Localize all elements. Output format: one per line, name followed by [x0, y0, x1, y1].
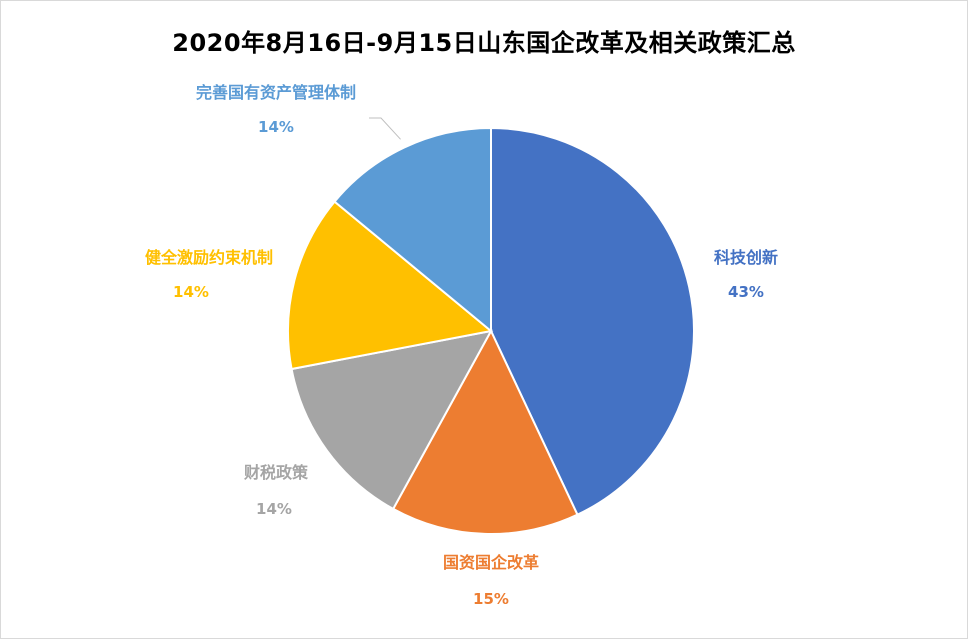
- leader-line: [369, 117, 401, 140]
- slice-percent-label: 14%: [173, 283, 209, 301]
- pie-slice-5: [333, 126, 492, 334]
- slice-percent-label: 14%: [256, 500, 292, 518]
- slice-name-label: 完善国有资产管理体制: [196, 83, 356, 102]
- pie-slice-3: [290, 329, 493, 511]
- slice-name-label: 科技创新: [714, 248, 778, 267]
- pie-slice-4: [287, 200, 494, 371]
- chart-title: 2020年8月16日-9月15日山东国企改革及相关政策汇总: [172, 29, 796, 57]
- slice-percent-label: 15%: [473, 590, 509, 608]
- pie-slice-1: [490, 126, 695, 517]
- slice-name-label: 健全激励约束机制: [145, 248, 273, 267]
- slice-percent-label: 43%: [728, 283, 764, 301]
- slice-name-label: 财税政策: [243, 463, 309, 482]
- pie-slice-2: [391, 328, 579, 535]
- slice-name-label: 国资国企改革: [443, 553, 539, 572]
- slice-percent-label: 14%: [258, 118, 294, 136]
